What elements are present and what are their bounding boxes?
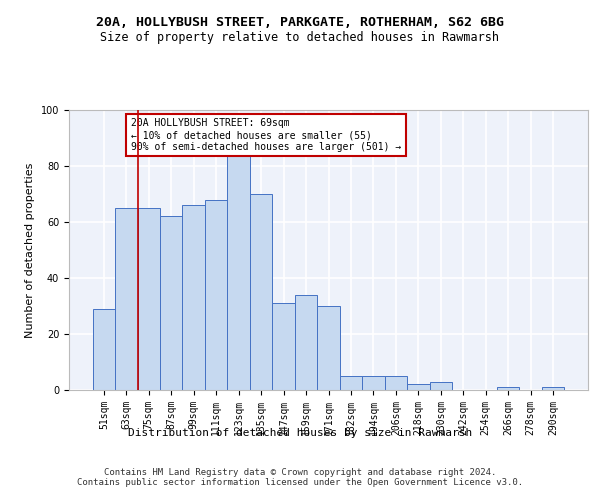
Text: 20A, HOLLYBUSH STREET, PARKGATE, ROTHERHAM, S62 6BG: 20A, HOLLYBUSH STREET, PARKGATE, ROTHERH… xyxy=(96,16,504,29)
Bar xyxy=(92,309,115,390)
Bar xyxy=(137,208,160,390)
Y-axis label: Number of detached properties: Number of detached properties xyxy=(25,162,35,338)
Bar xyxy=(407,384,430,390)
Bar xyxy=(340,376,362,390)
Bar xyxy=(227,152,250,390)
Text: Size of property relative to detached houses in Rawmarsh: Size of property relative to detached ho… xyxy=(101,31,499,44)
Bar xyxy=(160,216,182,390)
Bar xyxy=(317,306,340,390)
Text: Distribution of detached houses by size in Rawmarsh: Distribution of detached houses by size … xyxy=(128,428,472,438)
Bar xyxy=(205,200,227,390)
Bar xyxy=(295,295,317,390)
Bar xyxy=(385,376,407,390)
Bar xyxy=(362,376,385,390)
Bar xyxy=(182,205,205,390)
Bar xyxy=(430,382,452,390)
Bar xyxy=(272,303,295,390)
Text: Contains HM Land Registry data © Crown copyright and database right 2024.
Contai: Contains HM Land Registry data © Crown c… xyxy=(77,468,523,487)
Bar xyxy=(250,194,272,390)
Bar xyxy=(115,208,137,390)
Bar xyxy=(497,387,520,390)
Bar xyxy=(542,387,565,390)
Text: 20A HOLLYBUSH STREET: 69sqm
← 10% of detached houses are smaller (55)
90% of sem: 20A HOLLYBUSH STREET: 69sqm ← 10% of det… xyxy=(131,118,401,152)
